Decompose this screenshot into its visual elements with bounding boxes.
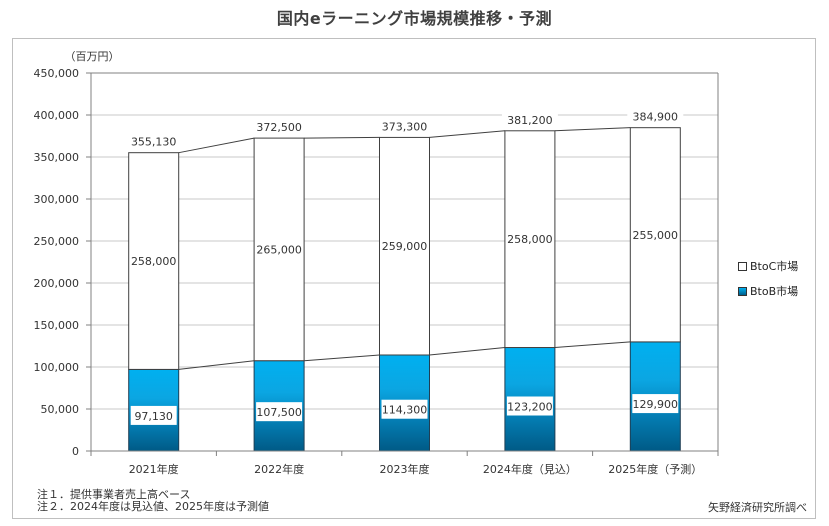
y-tick-label: 200,000	[34, 277, 80, 290]
total-label: 381,200	[507, 114, 553, 127]
source-credit: 矢野経済研究所調べ	[708, 501, 807, 514]
legend-swatch-btob	[738, 286, 747, 296]
y-tick-label: 0	[72, 445, 79, 458]
y-axis-unit-label: （百万円）	[65, 50, 120, 63]
bar-btoc	[629, 127, 681, 343]
x-tick-label: 2025年度（予測）	[608, 462, 702, 476]
total-label: 355,130	[131, 136, 177, 149]
series-line-btob	[554, 341, 631, 349]
y-tick-label: 100,000	[34, 361, 80, 374]
legend-swatch-btoc	[738, 261, 747, 271]
series-line-total	[178, 137, 255, 154]
data-label-box-btob	[506, 396, 553, 416]
data-label-box-btob	[130, 405, 177, 425]
total-label: 373,300	[382, 120, 428, 133]
chart-frame	[12, 38, 816, 519]
total-label-box	[125, 134, 182, 149]
note-2: 注２．2024年度は見込値、2025年度は予測値	[37, 500, 269, 513]
total-label-box	[251, 120, 308, 135]
data-label-btoc: 255,000	[633, 229, 679, 242]
total-label-box	[376, 119, 433, 134]
legend-label-btoc: BtoC市場	[750, 260, 799, 273]
bar-btoc	[253, 137, 305, 362]
y-tick-label: 350,000	[34, 151, 80, 164]
data-label-box-btob	[632, 394, 679, 414]
series-line-total	[554, 127, 631, 132]
note-1: 注１．提供事業者売上高ベース	[37, 488, 191, 501]
chart-title: 国内eラーニング市場規模推移・予測	[276, 9, 553, 28]
x-tick-label: 2023年度	[380, 462, 430, 476]
x-tick-label: 2022年度	[254, 462, 304, 476]
series-line-total	[429, 130, 505, 138]
data-label-btob: 129,900	[633, 398, 679, 411]
y-tick-label: 300,000	[34, 193, 80, 206]
y-tick-label: 50,000	[41, 403, 80, 416]
total-label-box	[627, 109, 684, 124]
data-label-btoc: 258,000	[507, 233, 553, 246]
data-label-btob: 114,300	[382, 404, 428, 417]
legend-label-btob: BtoB市場	[750, 285, 799, 298]
bar-btoc	[379, 136, 430, 356]
data-label-box-btob	[256, 402, 303, 422]
x-tick-label: 2021年度	[129, 462, 179, 476]
bar-btoc	[504, 130, 556, 349]
data-label-btoc: 258,000	[131, 255, 177, 268]
total-label-box	[501, 112, 558, 127]
data-label-btob: 123,200	[507, 401, 553, 414]
y-tick-label: 400,000	[34, 109, 80, 122]
legend-item-btob: BtoB市場	[738, 283, 798, 299]
bar-btoc	[128, 152, 180, 370]
series-line-btob	[178, 360, 255, 370]
total-label: 384,900	[633, 111, 679, 124]
data-label-btoc: 259,000	[382, 240, 428, 253]
y-tick-label: 150,000	[34, 319, 80, 332]
x-tick-label: 2024年度（見込）	[483, 462, 577, 476]
series-line-btob	[304, 354, 380, 362]
data-label-btob: 97,130	[134, 410, 173, 423]
series-line-btob	[429, 347, 505, 356]
data-label-box-btob	[381, 399, 428, 419]
y-tick-label: 250,000	[34, 235, 80, 248]
data-label-btob: 107,500	[256, 406, 302, 419]
y-tick-label: 450,000	[34, 67, 80, 80]
total-label: 372,500	[256, 121, 302, 134]
series-line-total	[304, 136, 380, 139]
data-label-btoc: 265,000	[256, 243, 302, 256]
legend-item-btoc: BtoC市場	[738, 258, 798, 274]
